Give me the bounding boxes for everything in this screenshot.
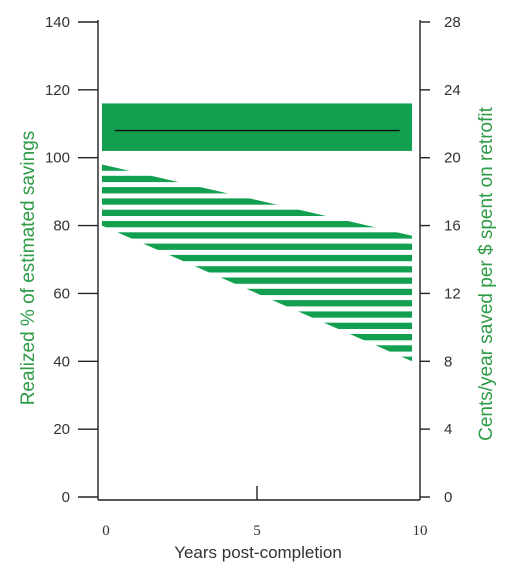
left-tick-label: 140 <box>45 14 70 31</box>
hatch-stripe <box>102 164 412 171</box>
left-tick-label: 100 <box>45 150 70 167</box>
hatch-stripe <box>102 209 412 216</box>
left-y-axis-title: Realized % of estimated savings <box>18 131 39 406</box>
hatch-stripe <box>102 334 412 341</box>
right-y-axis-title: Cents/year saved per $ spent on retrofit <box>476 106 497 440</box>
hatch-stripe <box>102 356 412 362</box>
right-tick-label: 12 <box>444 285 461 302</box>
hatch-stripe <box>102 175 412 183</box>
hatch-stripe <box>102 187 412 194</box>
hatch-stripe <box>102 232 412 239</box>
hatch-stripe <box>102 300 412 307</box>
solid-band <box>102 103 412 151</box>
x-axis-title: Years post-completion <box>174 543 342 562</box>
right-tick-label: 28 <box>444 14 461 31</box>
x-tick-label: 0 <box>102 523 110 539</box>
hatched-band <box>102 164 412 362</box>
hatch-stripe <box>102 288 412 296</box>
hatch-stripe <box>102 221 412 228</box>
right-tick-label: 24 <box>444 82 461 99</box>
left-tick-label: 120 <box>45 82 70 99</box>
right-tick-label: 0 <box>444 489 452 506</box>
hatch-stripe <box>102 243 412 250</box>
left-tick-label: 0 <box>62 489 70 506</box>
right-tick-label: 20 <box>444 150 461 167</box>
hatch-stripe <box>102 277 412 284</box>
hatch-stripe <box>102 266 412 273</box>
right-tick-label: 8 <box>444 353 452 370</box>
hatch-stripe <box>102 311 412 318</box>
axes-layer <box>97 20 421 501</box>
hatch-stripe <box>102 345 412 352</box>
right-tick-label: 16 <box>444 218 461 235</box>
x-tick-label: 5 <box>253 523 261 539</box>
left-tick-label: 60 <box>53 285 70 302</box>
hatch-stripe <box>102 322 412 329</box>
left-tick-label: 40 <box>53 353 70 370</box>
ticks-layer: 0 20 40 60 80 100 120 140 0 4 8 12 16 20 24 28 0 5 10 <box>45 14 461 539</box>
x-tick-label: 10 <box>413 523 428 539</box>
band-layer <box>102 103 412 362</box>
left-tick-label: 20 <box>53 421 70 438</box>
left-tick-label: 80 <box>53 218 70 235</box>
right-tick-label: 4 <box>444 421 452 438</box>
hatch-stripe <box>102 198 412 205</box>
hatch-stripe <box>102 254 412 262</box>
